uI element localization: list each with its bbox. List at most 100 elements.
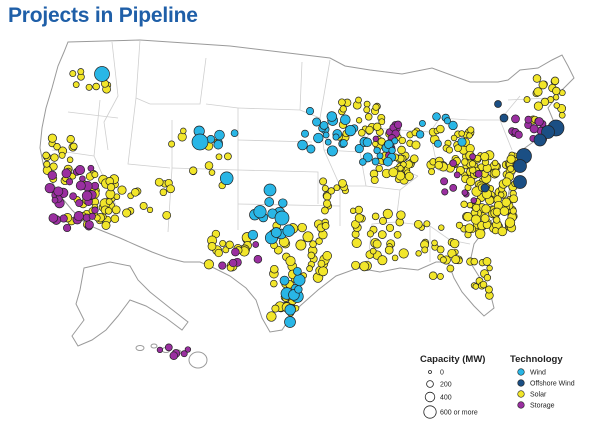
technology-legend: Technology Wind Offshore Wind Solar Stor… xyxy=(510,354,575,410)
project-marker xyxy=(69,192,77,201)
project-marker xyxy=(253,255,263,264)
technology-legend-swatch-solar xyxy=(517,390,525,398)
map-title: Projects in Pipeline xyxy=(8,4,198,27)
project-marker xyxy=(270,227,282,238)
project-marker xyxy=(48,213,59,223)
project-marker xyxy=(295,239,307,251)
project-marker xyxy=(359,158,367,166)
project-marker xyxy=(492,207,502,217)
project-marker xyxy=(553,102,561,109)
project-marker xyxy=(73,211,84,222)
project-marker xyxy=(85,83,93,91)
project-marker xyxy=(448,120,458,131)
capacity-legend: Capacity (MW) 0 200 400 600 or more xyxy=(420,354,485,419)
project-marker xyxy=(208,169,216,176)
project-marker xyxy=(480,213,490,223)
project-marker xyxy=(461,189,469,196)
project-marker xyxy=(247,229,259,241)
project-marker xyxy=(355,96,362,104)
project-marker xyxy=(373,146,381,155)
project-marker xyxy=(94,66,110,82)
project-marker xyxy=(506,154,516,164)
project-marker xyxy=(91,206,99,214)
project-marker xyxy=(180,350,188,358)
project-marker xyxy=(455,221,463,229)
project-marker xyxy=(415,250,422,257)
project-marker xyxy=(70,142,78,151)
project-marker xyxy=(43,160,51,168)
project-marker xyxy=(285,255,296,267)
project-marker xyxy=(541,125,555,139)
project-marker xyxy=(552,94,560,101)
project-marker xyxy=(327,187,335,195)
project-marker xyxy=(480,183,490,193)
project-marker xyxy=(253,205,267,219)
project-marker xyxy=(421,246,429,254)
project-marker xyxy=(457,137,467,147)
project-marker xyxy=(322,251,332,261)
project-marker xyxy=(384,245,394,255)
project-marker xyxy=(305,107,315,116)
project-marker xyxy=(66,135,75,144)
project-marker xyxy=(524,115,533,124)
technology-legend-label-storage: Storage xyxy=(530,403,555,410)
project-marker xyxy=(449,184,458,192)
project-marker xyxy=(321,206,329,215)
project-marker xyxy=(397,145,406,155)
project-marker xyxy=(270,264,279,274)
project-marker xyxy=(101,220,111,230)
project-marker xyxy=(461,158,469,166)
technology-legend-swatch-offshore-wind xyxy=(517,379,525,387)
project-marker xyxy=(338,98,346,107)
project-marker xyxy=(284,304,296,316)
project-marker xyxy=(63,223,72,233)
project-marker xyxy=(225,240,234,249)
project-marker xyxy=(213,139,223,150)
project-marker xyxy=(338,178,347,188)
project-marker xyxy=(156,346,164,354)
project-marker xyxy=(449,159,457,167)
project-marker xyxy=(218,261,227,270)
project-marker xyxy=(379,216,387,225)
project-marker xyxy=(207,242,217,251)
project-marker xyxy=(319,177,328,186)
project-marker xyxy=(523,96,531,104)
project-marker xyxy=(282,224,295,237)
project-marker xyxy=(266,311,277,322)
project-marker xyxy=(376,152,384,160)
project-marker xyxy=(499,206,510,216)
project-marker xyxy=(443,117,451,125)
project-marker xyxy=(351,260,361,270)
project-marker xyxy=(219,239,227,247)
project-marker xyxy=(339,105,347,113)
capacity-legend-label-400: 400 xyxy=(440,395,452,402)
project-marker xyxy=(354,213,364,223)
project-marker xyxy=(359,261,370,272)
project-marker xyxy=(394,120,403,129)
project-marker xyxy=(436,245,445,254)
project-marker xyxy=(398,136,406,145)
project-marker xyxy=(358,129,366,137)
capacity-legend-marker-400 xyxy=(424,391,436,403)
project-marker xyxy=(469,153,476,160)
project-marker xyxy=(410,154,419,163)
project-marker xyxy=(219,171,234,186)
technology-legend-label-wind: Wind xyxy=(530,370,546,377)
project-marker xyxy=(494,100,502,108)
project-marker xyxy=(538,80,548,90)
project-marker xyxy=(432,112,441,121)
project-marker xyxy=(294,285,303,294)
project-marker xyxy=(464,223,475,233)
project-marker xyxy=(324,138,332,146)
project-marker xyxy=(491,159,499,167)
project-marker xyxy=(540,97,550,107)
project-marker xyxy=(388,146,396,155)
project-marker xyxy=(332,133,340,141)
project-marker xyxy=(349,207,357,214)
project-marker xyxy=(326,111,338,122)
project-marker xyxy=(383,156,393,167)
project-marker xyxy=(75,165,86,175)
project-marker xyxy=(113,193,121,200)
project-marker xyxy=(377,230,387,239)
